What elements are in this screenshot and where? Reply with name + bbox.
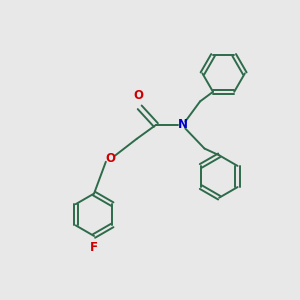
Text: N: N: [177, 118, 188, 131]
Text: O: O: [133, 89, 143, 102]
Text: F: F: [90, 241, 98, 254]
Text: O: O: [105, 152, 115, 165]
